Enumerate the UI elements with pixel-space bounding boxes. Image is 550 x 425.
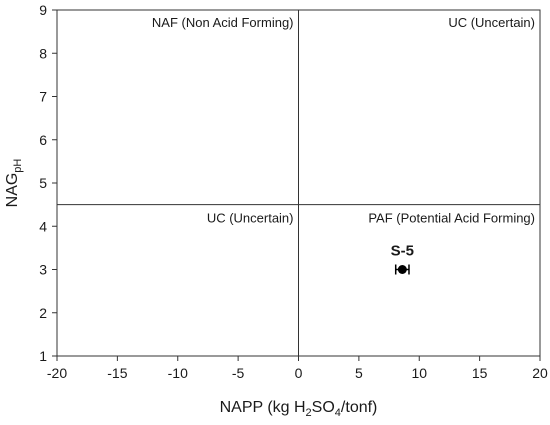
x-axis-ticks: -20 -15 -10 -5 0 5 10 15 20 [47, 356, 548, 381]
y-tick-label: 5 [39, 175, 47, 191]
x-tick-label: 15 [472, 365, 488, 381]
data-points: S-5 [391, 243, 414, 275]
y-tick-label: 9 [39, 2, 47, 18]
x-tick-label: 0 [295, 365, 303, 381]
y-tick-label: 1 [39, 348, 47, 364]
x-tick-label: -10 [168, 365, 188, 381]
x-tick-label: -20 [47, 365, 67, 381]
quadrant-label-naf: NAF (Non Acid Forming) [152, 15, 294, 30]
x-tick-label: 10 [411, 365, 427, 381]
x-tick-label: -5 [232, 365, 245, 381]
quadrant-dividers [57, 10, 540, 356]
x-tick-label: -15 [107, 365, 127, 381]
y-tick-label: 2 [39, 305, 47, 321]
x-tick-label: 5 [355, 365, 363, 381]
y-axis-ticks: 1 2 3 4 5 6 7 8 9 [39, 2, 57, 364]
quadrant-label-paf: PAF (Potential Acid Forming) [368, 211, 535, 226]
quadrant-labels: NAF (Non Acid Forming) UC (Uncertain) UC (… [152, 15, 535, 226]
x-tick-label: 20 [532, 365, 548, 381]
quadrant-label-uc_bottom: UC (Uncertain) [207, 211, 294, 226]
quadrant-label-uc_top: UC (Uncertain) [448, 15, 535, 30]
y-tick-label: 8 [39, 45, 47, 61]
y-tick-label: 7 [39, 89, 47, 105]
data-point-label: S-5 [391, 243, 414, 260]
y-tick-label: 6 [39, 132, 47, 148]
data-point-marker [397, 265, 407, 274]
y-tick-label: 4 [39, 218, 47, 234]
y-axis-title: NAGpH [4, 159, 24, 208]
x-axis-title: NAPP (kg H2SO4/tonf) [220, 399, 378, 419]
y-tick-label: 3 [39, 262, 47, 278]
